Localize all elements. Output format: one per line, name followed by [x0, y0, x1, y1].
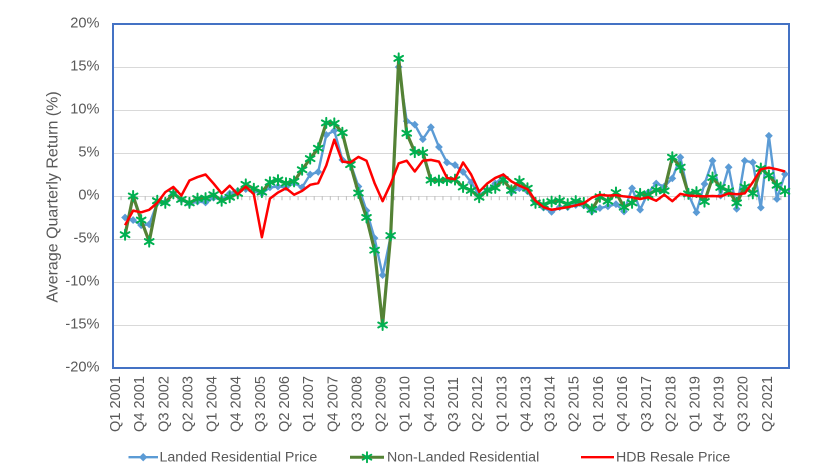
- svg-text:Q3 2008: Q3 2008: [349, 376, 365, 432]
- svg-text:Q1 2010: Q1 2010: [398, 376, 414, 432]
- svg-text:Q1 2007: Q1 2007: [301, 376, 317, 432]
- svg-text:Q3 2017: Q3 2017: [639, 376, 655, 432]
- svg-text:0%: 0%: [78, 188, 99, 204]
- svg-text:Q1 2016: Q1 2016: [591, 376, 607, 432]
- svg-text:-15%: -15%: [65, 317, 99, 333]
- svg-text:Q4 2007: Q4 2007: [325, 376, 341, 432]
- svg-text:Q4 2001: Q4 2001: [132, 376, 148, 432]
- svg-text:-5%: -5%: [74, 231, 100, 247]
- svg-text:Non-Landed Residential: Non-Landed Residential: [387, 450, 539, 466]
- svg-text:HDB Resale Price: HDB Resale Price: [616, 450, 730, 466]
- svg-text:Q4 2004: Q4 2004: [229, 376, 245, 432]
- svg-text:Q2 2003: Q2 2003: [180, 376, 196, 432]
- svg-text:Q2 2021: Q2 2021: [760, 376, 776, 432]
- svg-text:Q1 2004: Q1 2004: [205, 376, 221, 432]
- svg-text:Q1 2001: Q1 2001: [108, 376, 124, 432]
- svg-text:Q1 2019: Q1 2019: [687, 376, 703, 432]
- svg-text:15%: 15%: [70, 59, 99, 75]
- svg-text:Q3 2011: Q3 2011: [446, 377, 462, 432]
- svg-text:-20%: -20%: [65, 360, 99, 376]
- svg-text:Q2 2015: Q2 2015: [567, 376, 583, 432]
- svg-text:-10%: -10%: [65, 274, 99, 290]
- svg-text:Q3 2005: Q3 2005: [253, 376, 269, 432]
- svg-text:Q4 2019: Q4 2019: [712, 376, 728, 432]
- svg-text:Q2 2009: Q2 2009: [374, 376, 390, 432]
- svg-text:5%: 5%: [78, 145, 99, 161]
- svg-text:Q2 2006: Q2 2006: [277, 376, 293, 432]
- svg-text:Q2 2012: Q2 2012: [470, 376, 486, 432]
- svg-text:Landed Residential Price: Landed Residential Price: [160, 450, 318, 466]
- svg-text:Q4 2013: Q4 2013: [518, 376, 534, 432]
- svg-text:Q3 2002: Q3 2002: [156, 376, 172, 432]
- svg-text:Q3 2020: Q3 2020: [736, 376, 752, 432]
- svg-text:Q4 2010: Q4 2010: [422, 376, 438, 432]
- svg-text:Average Quarterly Return (%): Average Quarterly Return (%): [45, 91, 62, 302]
- svg-text:Q2 2018: Q2 2018: [663, 376, 679, 432]
- svg-text:Q4 2016: Q4 2016: [615, 376, 631, 432]
- svg-text:20%: 20%: [70, 16, 99, 32]
- svg-text:Q3 2014: Q3 2014: [543, 376, 559, 432]
- svg-text:10%: 10%: [70, 102, 99, 118]
- svg-text:Q1 2013: Q1 2013: [494, 376, 510, 432]
